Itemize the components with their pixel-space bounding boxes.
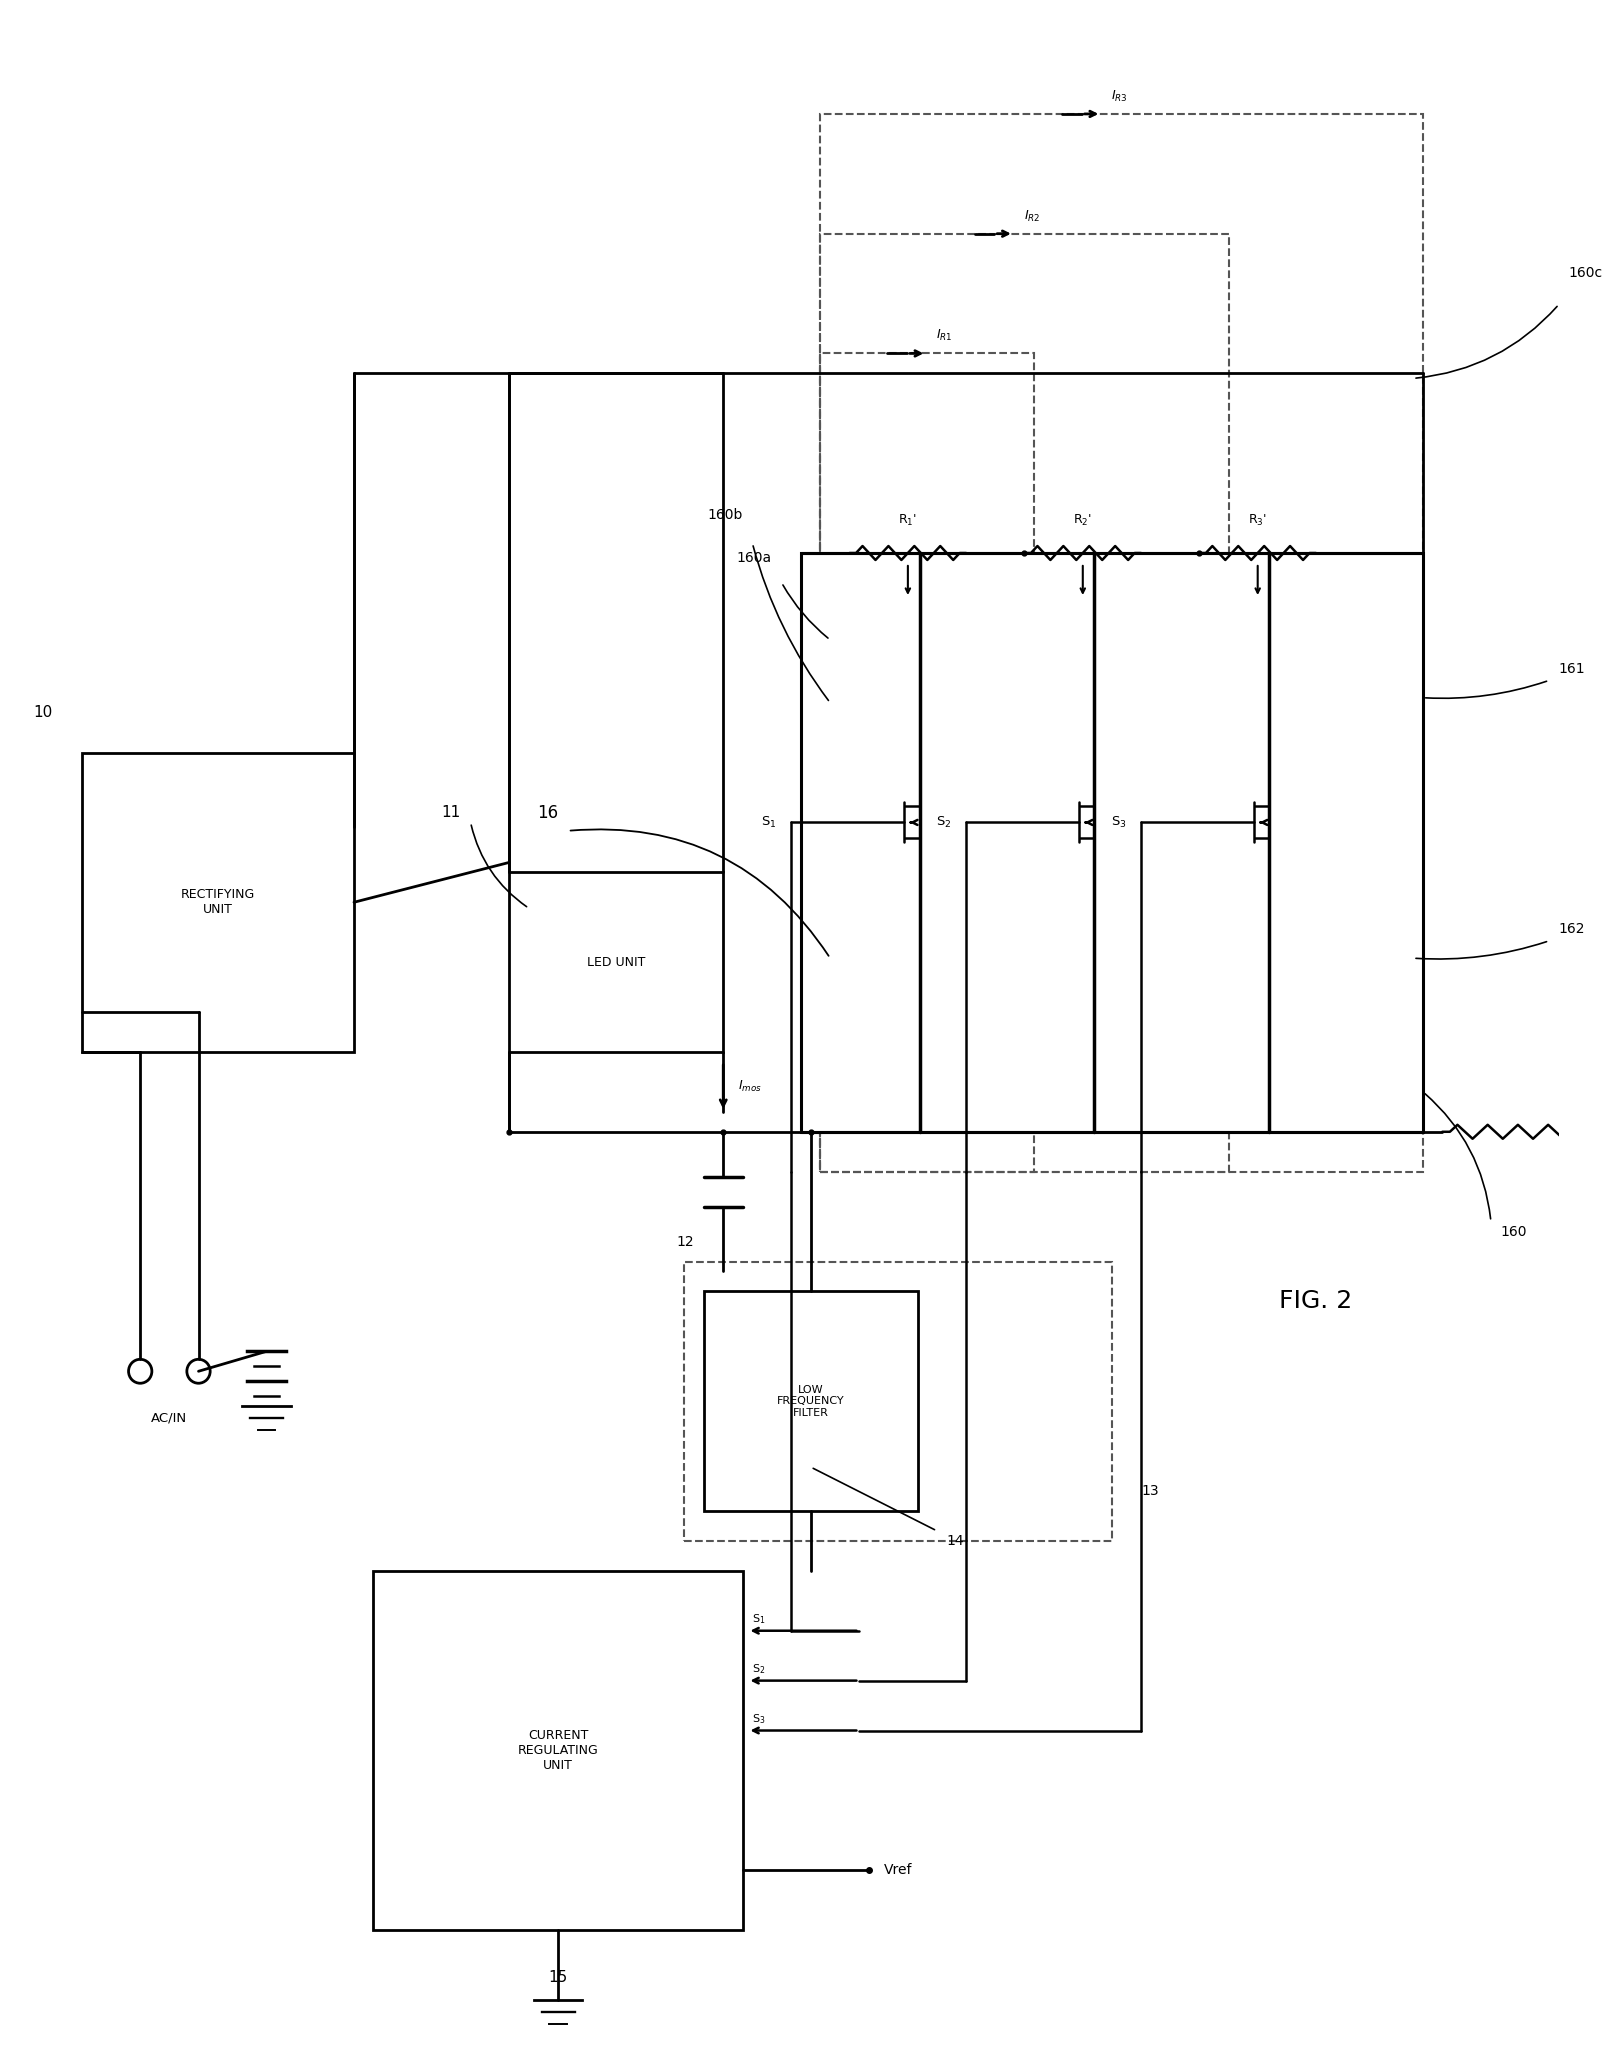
Text: I$_{R1}$: I$_{R1}$ [936, 329, 953, 343]
Text: 12: 12 [676, 1234, 693, 1249]
Text: 14: 14 [947, 1534, 965, 1549]
Text: 160b: 160b [708, 507, 743, 522]
Text: 160a: 160a [737, 550, 772, 565]
Text: 11: 11 [441, 805, 461, 820]
Bar [820, 113, 1424, 1171]
Text: R$_1$': R$_1$' [899, 514, 918, 528]
Text: 13: 13 [1141, 1485, 1159, 1497]
Text: 16: 16 [538, 805, 559, 822]
Text: 160c: 160c [1568, 265, 1603, 279]
Text: R$_2$': R$_2$' [1074, 514, 1093, 528]
Bar [820, 353, 1034, 1171]
Text: AC/IN: AC/IN [151, 1411, 188, 1423]
Text: 10: 10 [34, 705, 53, 721]
Bar [374, 1571, 743, 1931]
Text: S$_2$: S$_2$ [936, 815, 952, 830]
Bar [509, 873, 724, 1052]
Text: I$_{mos}$: I$_{mos}$ [738, 1078, 762, 1095]
Text: S$_2$: S$_2$ [753, 1662, 766, 1676]
Text: 162: 162 [1558, 922, 1586, 937]
Text: 15: 15 [549, 1970, 568, 1984]
Bar [684, 1261, 1112, 1540]
Text: I$_{R3}$: I$_{R3}$ [1111, 88, 1128, 105]
Text: S$_3$: S$_3$ [1111, 815, 1127, 830]
Text: CURRENT
REGULATING
UNIT: CURRENT REGULATING UNIT [518, 1729, 599, 1773]
Text: R$_3$': R$_3$' [1249, 514, 1268, 528]
Text: RECTIFYING
UNIT: RECTIFYING UNIT [181, 887, 255, 916]
Text: S$_1$: S$_1$ [761, 815, 777, 830]
Text: I$_{R2}$: I$_{R2}$ [1024, 210, 1040, 224]
Text: S$_3$: S$_3$ [753, 1711, 766, 1725]
Bar [705, 1292, 918, 1512]
Text: FIG. 2: FIG. 2 [1279, 1290, 1353, 1313]
Bar [801, 553, 1424, 1132]
Text: LED UNIT: LED UNIT [587, 955, 645, 969]
Text: 160: 160 [1501, 1224, 1526, 1239]
Text: 161: 161 [1558, 661, 1586, 676]
Bar [820, 234, 1228, 1171]
Text: Vref: Vref [884, 1863, 912, 1877]
Text: S$_1$: S$_1$ [753, 1612, 766, 1625]
Text: LOW
FREQUENCY
FILTER: LOW FREQUENCY FILTER [777, 1384, 844, 1417]
Bar [82, 752, 355, 1052]
